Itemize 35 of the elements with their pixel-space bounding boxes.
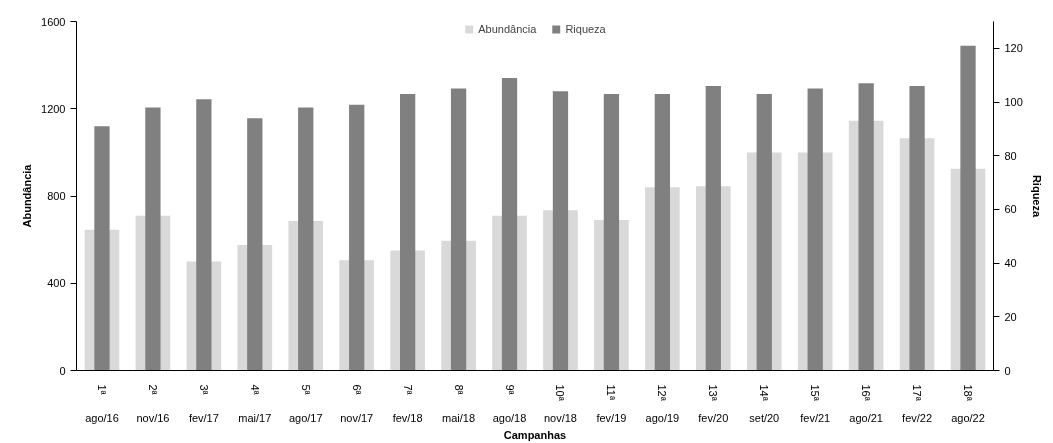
category-label: 16ª ago/21	[849, 384, 883, 424]
category-label: 14ª set/20	[749, 384, 780, 424]
category-label: 17ª fev/22	[902, 384, 933, 424]
y-tick-label: 1200	[41, 102, 66, 115]
category-label: 15ª fev/21	[800, 384, 831, 424]
y2-tick-label: 80	[1004, 149, 1017, 162]
y2-tick-label: 40	[1004, 257, 1017, 270]
category-label: 1ª ago/16	[85, 384, 119, 424]
y-tick-label: 800	[47, 190, 66, 202]
legend-label: Riqueza	[565, 23, 606, 35]
category-label: 11ª fev/19	[596, 384, 627, 424]
category-label: 5ª ago/17	[288, 384, 323, 424]
category-label: 3ª fev/17	[188, 384, 219, 424]
category-label: 18ª ago/22	[951, 384, 985, 424]
y2-axis-title: Riqueza	[1030, 174, 1043, 218]
category-label: 8ª mai/18	[442, 384, 476, 424]
y2-tick-label: 0	[1004, 364, 1011, 377]
category-label: 10ª nov/18	[543, 384, 577, 424]
category-label: 12ª ago/19	[645, 384, 680, 424]
y-axis-title: Abundância	[21, 163, 34, 228]
category-label: 2ª nov/16	[136, 384, 170, 424]
legend-label: Abundância	[478, 23, 537, 35]
category-label: 6ª nov/17	[340, 384, 374, 424]
y2-tick-label: 100	[1004, 96, 1023, 109]
category-label: 9ª ago/18	[492, 384, 527, 424]
y-tick-label: 400	[47, 277, 66, 290]
category-label: 7ª fev/18	[392, 384, 423, 424]
y2-tick-label: 20	[1004, 310, 1017, 323]
y2-tick-label: 60	[1004, 203, 1017, 216]
y-tick-label: 1600	[41, 15, 66, 28]
category-label: 4ª mai/17	[238, 384, 272, 424]
x-axis-title: Campanhas	[503, 428, 567, 441]
y-tick-label: 0	[59, 364, 66, 377]
category-label: 13ª fev/20	[698, 384, 729, 424]
y2-tick-label: 120	[1004, 42, 1023, 55]
